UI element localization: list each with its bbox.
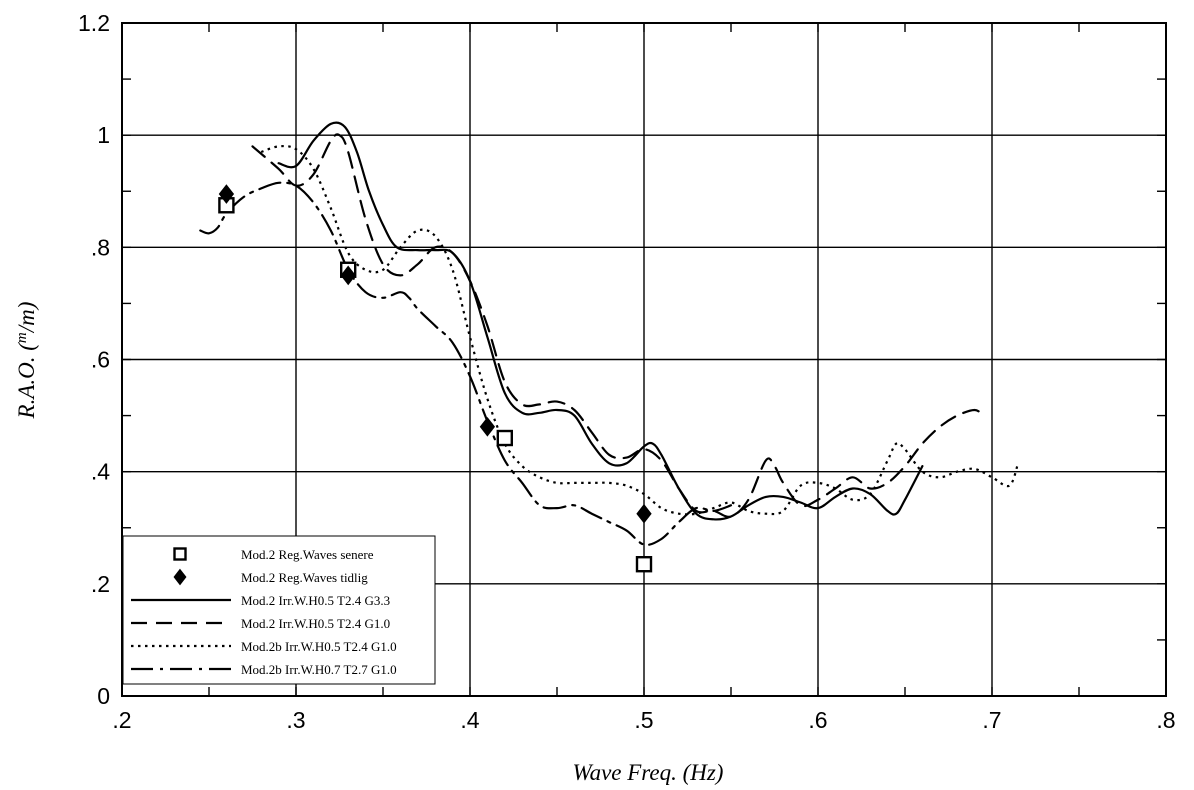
- y-axis-title-sup: m: [14, 332, 30, 343]
- y-tick-label: 0: [97, 683, 110, 709]
- y-tick-labels: 0 .2 .4 .6 .8 1 1.2: [78, 10, 110, 709]
- x-tick-label: .2: [112, 707, 131, 733]
- x-tick-label: .4: [460, 707, 479, 733]
- x-tick-label: .3: [286, 707, 305, 733]
- y-tick-label: .6: [91, 347, 110, 373]
- data-point-diamond-filled: [636, 503, 652, 524]
- data-point-diamond-filled: [479, 416, 496, 437]
- data-point-square-open: [635, 556, 653, 573]
- legend-marker-diamond-filled: [173, 568, 187, 586]
- series-line-1: [277, 121, 924, 521]
- legend-marker-square-open: [173, 547, 187, 561]
- y-tick-label: .2: [91, 571, 110, 597]
- x-axis-title: Wave Freq. (Hz): [573, 760, 724, 785]
- series-line-4: [199, 181, 733, 547]
- y-axis-title: R.A.O. (m/m): [14, 302, 39, 420]
- y-tick-label: 1.2: [78, 10, 110, 36]
- x-tick-label: .8: [1156, 707, 1175, 733]
- legend: Mod.2 Reg.Waves senere Mod.2 Reg.Waves ti…: [122, 535, 436, 685]
- legend-label: Mod.2 Irr.W.H0.5 T2.4 G3.3: [241, 593, 390, 608]
- y-axis-title-suffix: /m): [14, 302, 39, 335]
- legend-label: Mod.2 Reg.Waves tidlig: [241, 570, 368, 585]
- data-point-diamond-filled: [340, 265, 356, 286]
- x-tick-label: .6: [808, 707, 827, 733]
- legend-label: Mod.2b Irr.W.H0.5 T2.4 G1.0: [241, 639, 397, 654]
- x-tick-label: .5: [634, 707, 653, 733]
- series-line-2: [251, 133, 985, 518]
- legend-label: Mod.2 Irr.W.H0.5 T2.4 G1.0: [241, 616, 390, 631]
- series-line-3: [260, 144, 1020, 516]
- data-point-square-open: [496, 429, 513, 447]
- legend-label: Mod.2 Reg.Waves senere: [241, 547, 374, 562]
- series-layer: [199, 121, 1020, 573]
- y-tick-label: .4: [91, 459, 110, 485]
- x-tick-label: .7: [982, 707, 1001, 733]
- legend-label: Mod.2b Irr.W.H0.7 T2.7 G1.0: [241, 662, 397, 677]
- y-axis-title-prefix: R.A.O. (: [14, 342, 39, 420]
- y-tick-label: .8: [91, 234, 110, 260]
- x-tick-labels: .2 .3 .4 .5 .6 .7 .8: [112, 707, 1175, 733]
- data-point-diamond-filled: [218, 184, 235, 204]
- y-tick-label: 1: [97, 122, 110, 148]
